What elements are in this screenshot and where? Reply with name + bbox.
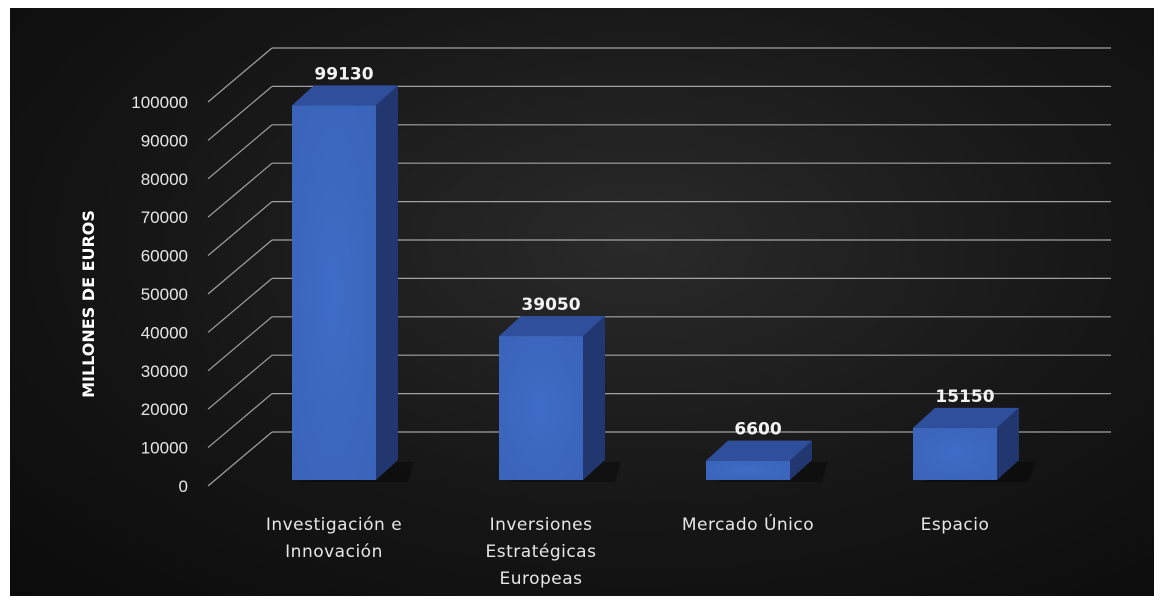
gridline-diagonal [207, 239, 273, 295]
bar-side [997, 407, 1019, 480]
y-tick-label: 70000 [141, 208, 188, 227]
gridline-diagonal [207, 162, 273, 218]
gridline-diagonal [207, 354, 273, 410]
bar [913, 427, 997, 480]
bar-top [292, 85, 398, 106]
y-tick-label: 0 [179, 477, 188, 496]
x-category-label: Europeas [499, 569, 582, 589]
gridline-diagonal [207, 124, 273, 180]
bar-top [913, 407, 1019, 428]
data-label: 39050 [521, 295, 580, 315]
gridline-diagonal [207, 85, 273, 141]
data-label: 99130 [314, 64, 373, 84]
y-tick-label: 90000 [141, 131, 188, 150]
x-category-label: Mercado Único [682, 513, 814, 535]
y-tick-label: 40000 [141, 323, 188, 342]
bar-chart: 0 10000 20000 30000 40000 50000 60000 70000 8000… [79, 47, 1111, 589]
y-tick-label: 80000 [141, 170, 188, 189]
bar [706, 460, 790, 480]
y-axis-title: MILLONES DE EUROS [79, 210, 98, 398]
data-label: 6600 [734, 420, 781, 440]
bars [292, 85, 1035, 482]
bar-side [583, 316, 605, 480]
chart-area: 0 10000 20000 30000 40000 50000 60000 70000 8000… [10, 8, 1154, 596]
y-tick-label: 20000 [141, 400, 188, 419]
x-category-label: Estratégicas [486, 542, 597, 562]
y-tick-label: 100000 [131, 93, 188, 112]
bar-top [706, 440, 812, 461]
gridline-diagonal [207, 393, 273, 449]
x-category-label: Investigación e [266, 515, 402, 535]
y-tick-label: 60000 [141, 247, 188, 266]
bar [499, 336, 583, 480]
bar [292, 105, 376, 481]
gridline-diagonal [207, 431, 273, 487]
gridlines [207, 47, 1111, 487]
x-category-label: Innovación [285, 542, 383, 562]
bar-side [790, 440, 812, 480]
gridline-diagonal [207, 47, 273, 103]
gridline-diagonal [207, 277, 273, 333]
data-label: 15150 [935, 387, 994, 407]
y-axis-ticks: 0 10000 20000 30000 40000 50000 60000 70000 8000… [131, 93, 188, 496]
data-labels: 99130 39050 6600 15150 [314, 64, 994, 439]
gridline-diagonal [207, 316, 273, 372]
x-axis-categories: Investigación e Innovación Inversiones Estr… [266, 513, 990, 589]
x-category-label: Espacio [921, 515, 990, 535]
bar-side [376, 85, 398, 481]
y-tick-label: 10000 [141, 439, 188, 458]
y-tick-label: 50000 [141, 285, 188, 304]
y-tick-label: 30000 [141, 362, 188, 381]
gridline-diagonal [207, 201, 273, 257]
bar-top [499, 316, 605, 337]
x-category-label: Inversiones [490, 515, 593, 535]
